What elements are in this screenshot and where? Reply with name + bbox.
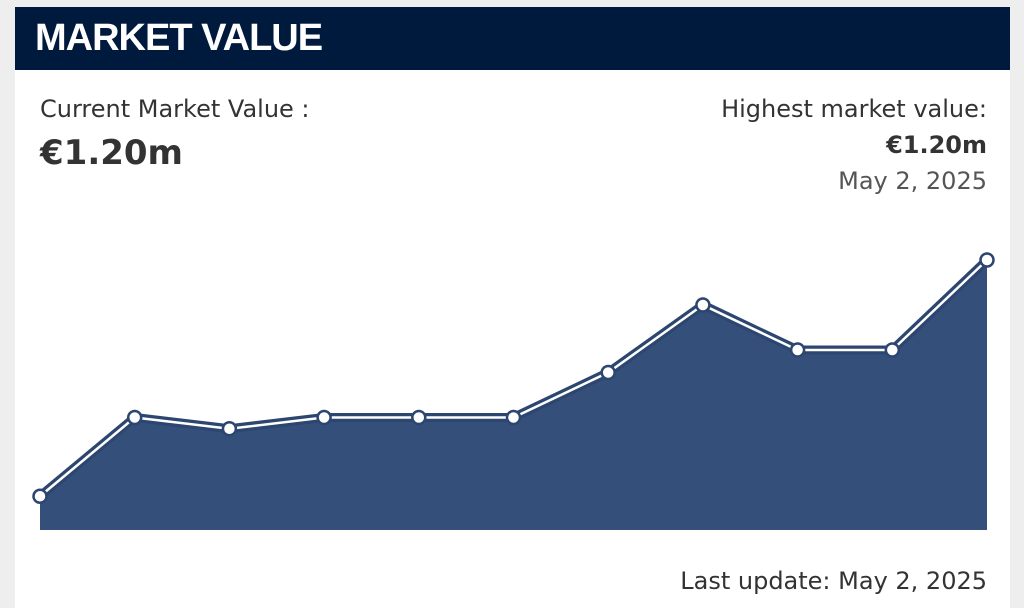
data-point bbox=[600, 364, 616, 381]
current-label: Current Market Value : bbox=[40, 95, 310, 123]
area bbox=[40, 260, 987, 530]
highest-label: Highest market value: bbox=[721, 95, 987, 123]
data-point bbox=[884, 342, 901, 358]
data-point bbox=[695, 297, 711, 313]
highest-value: €1.20m bbox=[886, 131, 987, 159]
data-point bbox=[505, 409, 522, 426]
current-value: €1.20m bbox=[40, 133, 183, 173]
data-point bbox=[789, 342, 806, 358]
data-point bbox=[32, 488, 48, 504]
data-point bbox=[221, 421, 238, 437]
header-title: MARKET VALUE bbox=[15, 7, 1010, 70]
data-point bbox=[411, 409, 427, 426]
data-point bbox=[126, 409, 143, 426]
data-point bbox=[316, 409, 332, 426]
data-point bbox=[979, 252, 995, 268]
highest-date: May 2, 2025 bbox=[838, 167, 987, 195]
last-update: Last update: May 2, 2025 bbox=[680, 567, 987, 595]
